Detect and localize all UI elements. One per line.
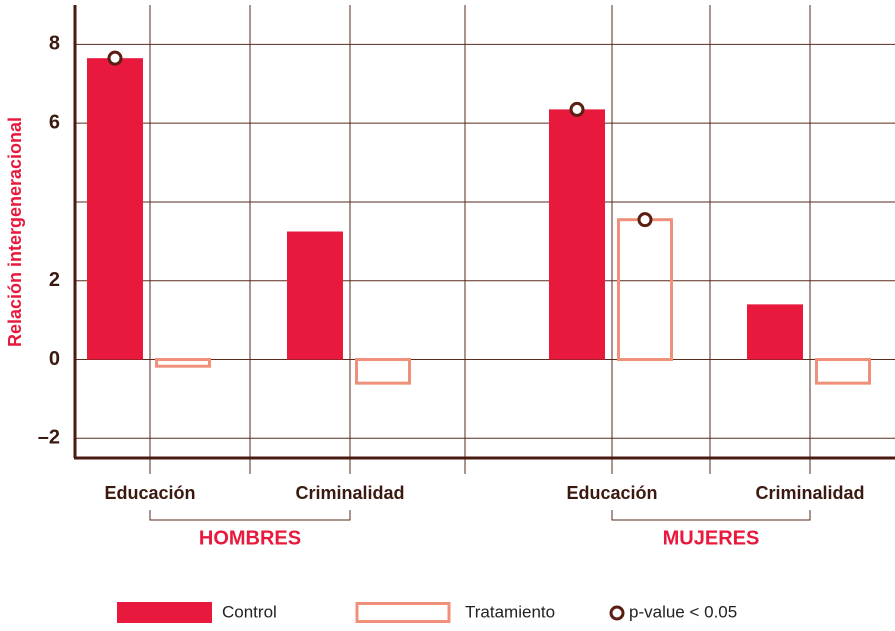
legend-label: p-value < 0.05 — [629, 602, 737, 621]
legend-label: Control — [222, 602, 277, 621]
significance-marker — [569, 101, 585, 117]
y-tick-label: –2 — [38, 427, 60, 449]
group-label: MUJERES — [663, 527, 760, 549]
bar — [287, 231, 343, 360]
bar — [747, 304, 803, 360]
y-tick-label: 0 — [49, 348, 60, 370]
x-tick-label: Criminalidad — [755, 483, 864, 503]
bar — [87, 58, 143, 360]
y-axis-label: Relación intergeneracional — [5, 117, 25, 347]
legend-marker — [609, 605, 625, 621]
x-tick-label: Educación — [566, 483, 657, 503]
group-bracket — [611, 510, 811, 521]
bar — [155, 358, 211, 368]
significance-marker — [107, 50, 123, 66]
x-tick-label: Educación — [104, 483, 195, 503]
bar — [617, 218, 673, 362]
group-label: HOMBRES — [199, 527, 301, 549]
y-tick-label: 6 — [49, 111, 60, 133]
bar — [355, 358, 411, 385]
legend-label: Tratamiento — [465, 602, 555, 621]
legend-swatch — [117, 602, 212, 623]
y-tick-label: 2 — [49, 269, 60, 291]
legend-swatch — [355, 602, 451, 623]
x-tick-label: Criminalidad — [295, 483, 404, 503]
significance-marker — [637, 212, 653, 228]
bar — [815, 358, 871, 385]
group-bracket — [149, 510, 351, 521]
bar — [549, 109, 605, 360]
y-tick-label: 8 — [49, 33, 60, 55]
